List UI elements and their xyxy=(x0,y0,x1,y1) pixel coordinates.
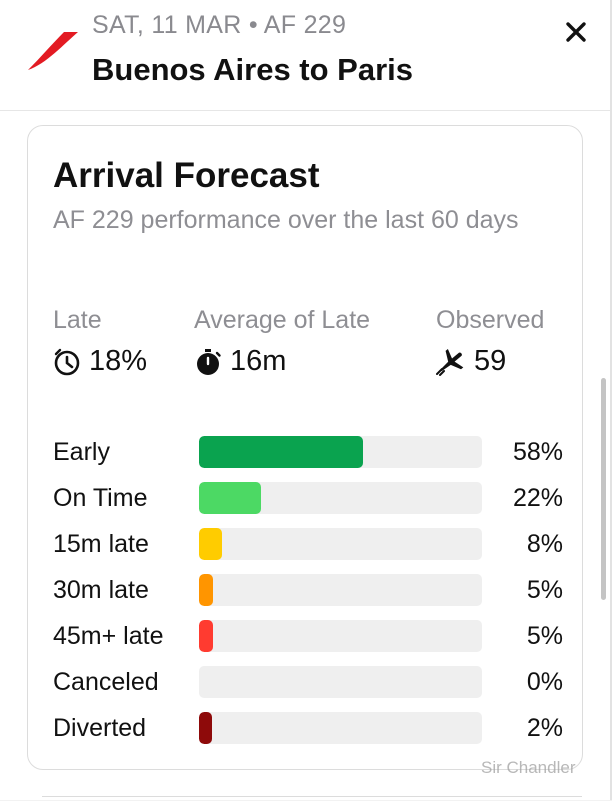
row-15m-late: 15m late 8% xyxy=(53,528,563,560)
row-label: 45m+ late xyxy=(53,622,164,650)
bar-track xyxy=(199,666,482,698)
stat-late: Late 18% xyxy=(53,306,147,378)
row-label: Diverted xyxy=(53,714,147,742)
air-france-logo xyxy=(28,32,78,70)
scrollbar[interactable] xyxy=(601,378,606,600)
stat-average-late-value: 16m xyxy=(230,345,287,377)
bar-fill xyxy=(199,574,214,606)
row-percent: 58% xyxy=(512,438,563,466)
bar-fill xyxy=(199,620,214,652)
row-label: 15m late xyxy=(53,530,149,558)
arrival-forecast-card: Arrival Forecast AF 229 performance over… xyxy=(27,125,583,770)
bar-track xyxy=(199,528,482,560)
row-45m-late: 45m+ late 5% xyxy=(53,620,563,652)
stat-observed: Observed 59 xyxy=(436,306,544,378)
bar-track xyxy=(199,482,482,514)
bar-track xyxy=(199,436,482,468)
card-subtitle: AF 229 performance over the last 60 days xyxy=(53,206,519,234)
bar-track xyxy=(199,574,482,606)
stat-late-label: Late xyxy=(53,306,102,334)
bar-fill xyxy=(199,528,222,560)
watermark: Sir Chandler xyxy=(481,758,576,777)
row-canceled: Canceled 0% xyxy=(53,666,563,698)
row-30m-late: 30m late 5% xyxy=(53,574,563,606)
row-diverted: Diverted 2% xyxy=(53,712,563,744)
row-percent: 8% xyxy=(526,530,563,558)
bar-track xyxy=(199,712,482,744)
row-percent: 5% xyxy=(526,622,563,650)
airplane-icon xyxy=(436,348,464,376)
row-label: Early xyxy=(53,438,110,466)
flight-info: SAT, 11 MAR • AF 229 xyxy=(92,11,347,39)
stopwatch-icon xyxy=(197,348,221,375)
row-label: 30m late xyxy=(53,576,149,604)
bar-fill xyxy=(199,436,364,468)
next-card-edge xyxy=(42,796,582,801)
bar-fill xyxy=(199,712,212,744)
bar-track xyxy=(199,620,482,652)
card-title: Arrival Forecast xyxy=(53,156,320,195)
clock-late-icon xyxy=(54,348,80,375)
stat-observed-value: 59 xyxy=(474,345,507,377)
stat-average-late: Average of Late 16m xyxy=(194,306,370,378)
row-percent: 22% xyxy=(512,484,563,512)
route-title: Buenos Aires to Paris xyxy=(92,52,414,87)
row-percent: 2% xyxy=(526,714,563,742)
stat-average-late-label: Average of Late xyxy=(194,306,371,334)
row-label: On Time xyxy=(53,484,148,512)
sheet-header: SAT, 11 MAR • AF 229 Buenos Aires to Par… xyxy=(0,0,610,111)
close-icon[interactable] xyxy=(560,16,592,48)
row-on-time: On Time 22% xyxy=(53,482,563,514)
stat-late-value: 18% xyxy=(89,345,148,377)
stat-observed-label: Observed xyxy=(436,306,545,334)
row-percent: 5% xyxy=(526,576,563,604)
row-label: Canceled xyxy=(53,668,159,696)
row-percent: 0% xyxy=(526,668,563,696)
bar-fill xyxy=(199,482,262,514)
row-early: Early 58% xyxy=(53,436,563,468)
